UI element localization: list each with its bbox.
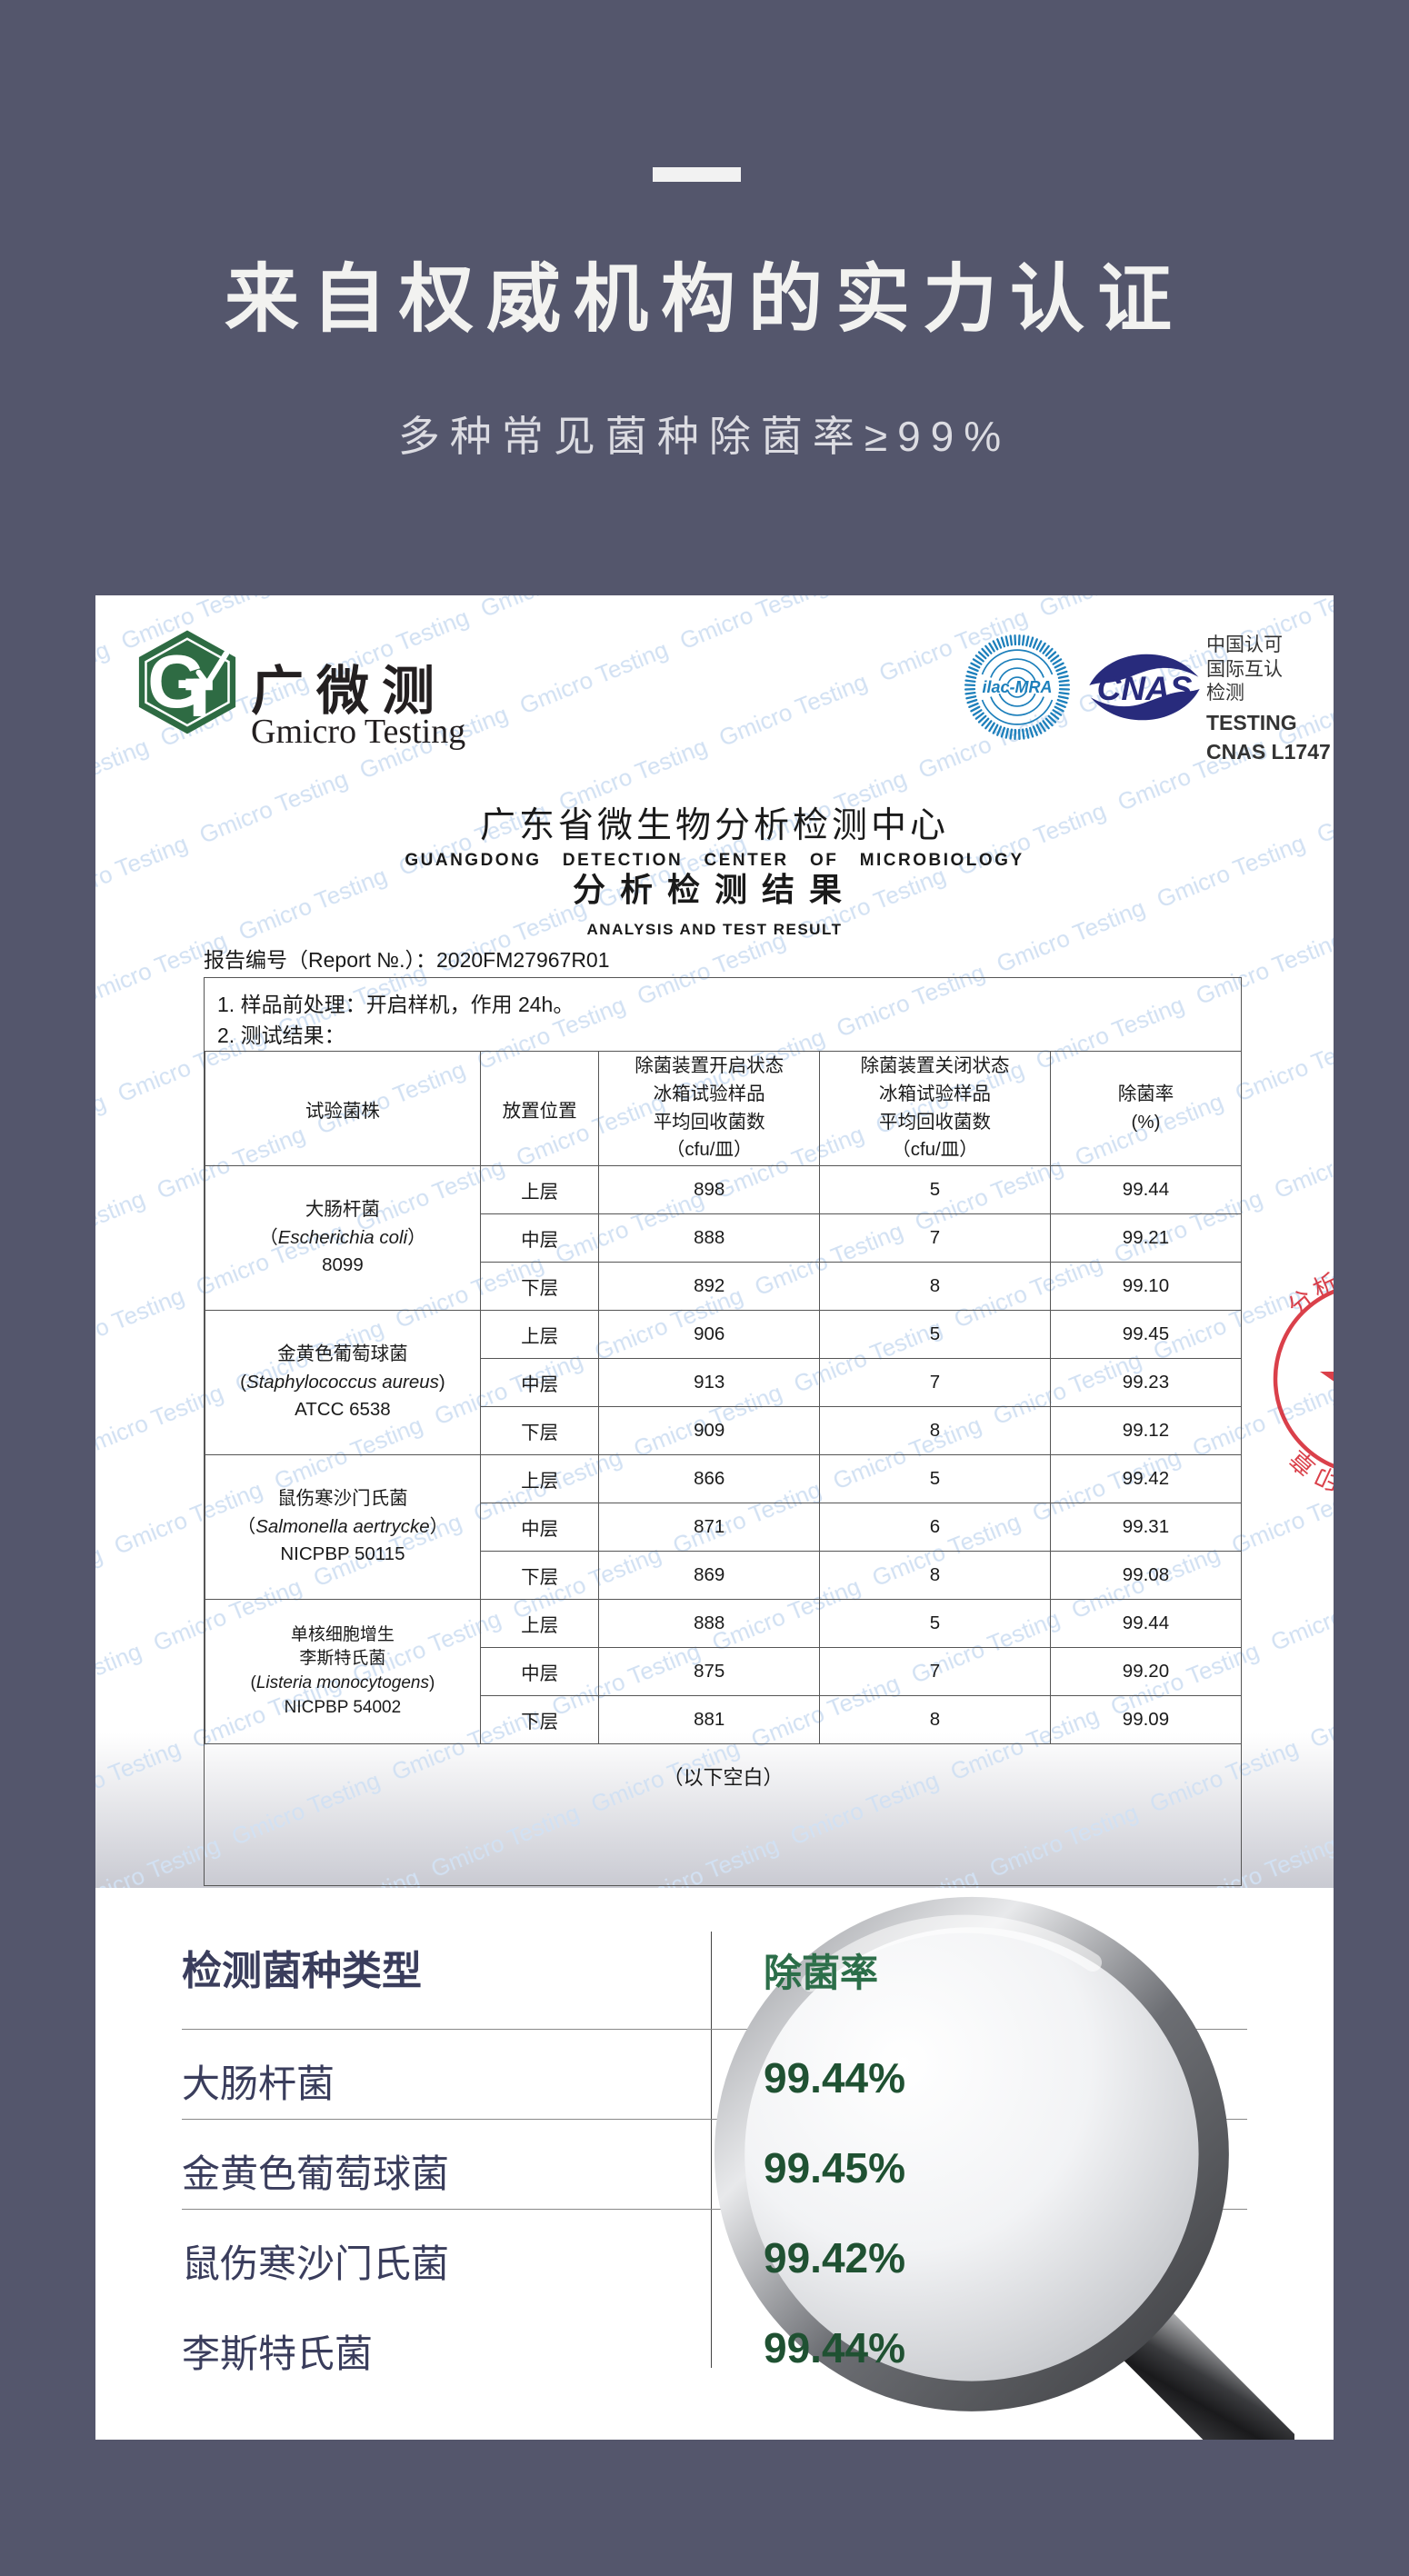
svg-text:G: G — [147, 639, 205, 724]
svg-text:ilac-MRA: ilac-MRA — [982, 678, 1052, 696]
svg-text:CNAS: CNAS — [1097, 670, 1193, 707]
